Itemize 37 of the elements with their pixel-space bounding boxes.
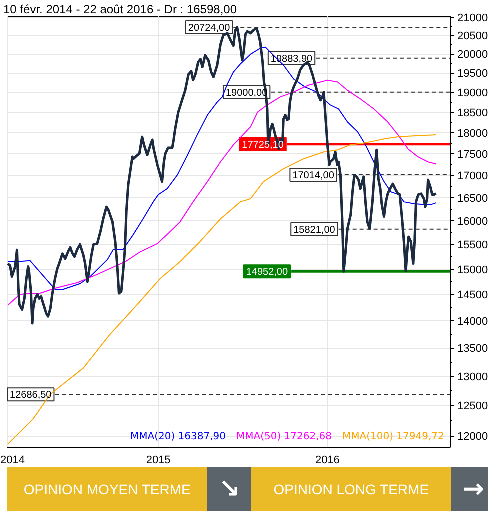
y-tick-label: 17500 — [458, 148, 488, 161]
y-tick-label: 12000 — [458, 431, 488, 444]
x-tick-label: 2015 — [146, 454, 171, 466]
data-label: 14952,00 — [246, 267, 288, 278]
data-label: 15821,00 — [294, 224, 336, 236]
text: MMA(100) 17949,72 — [342, 432, 444, 442]
text: OPINION LONG TERME — [274, 482, 430, 498]
y-tick-label: 16500 — [458, 192, 488, 205]
y-tick-label: 19000 — [458, 87, 488, 100]
text: MMA(20) 16387,90 — [130, 432, 226, 442]
text: MMA(50) 17262,68 — [236, 432, 332, 442]
y-tick-label: 12500 — [458, 400, 488, 413]
y-tick-label: 18000 — [458, 128, 488, 140]
x-tick-label: 2014 — [0, 454, 25, 466]
y-tick-label: 15000 — [458, 264, 488, 276]
y-tick-label: 15500 — [458, 240, 488, 252]
y-tick-label: 21000 — [458, 12, 488, 25]
y-tick-label: 13000 — [458, 371, 488, 384]
y-tick-label: 20000 — [458, 49, 488, 62]
x-tick-label: 2016 — [315, 454, 340, 466]
chart-title: 10 févr. 2014 - 22 août 2016 - Dr : 16598,00 — [4, 2, 238, 16]
line-series — [8, 26, 438, 325]
y-tick-label: 16000 — [458, 216, 488, 228]
data-label: 17014,00 — [292, 170, 335, 182]
data-label: 20724,00 — [188, 22, 231, 34]
y-tick-label: 18500 — [458, 107, 488, 120]
text: OPINION MOYEN TERME — [24, 482, 191, 498]
y-tick-label: 14500 — [458, 290, 488, 302]
y-tick-label: 20500 — [458, 30, 488, 43]
text: → — [462, 474, 484, 504]
y-tick-label: 17000 — [458, 170, 488, 183]
y-tick-label: 19500 — [458, 68, 488, 80]
text: ↘ — [218, 474, 240, 504]
line-series — [8, 80, 437, 306]
line-series — [8, 46, 437, 290]
y-tick-label: 13500 — [458, 343, 488, 356]
y-tick-label: 14000 — [458, 316, 488, 328]
